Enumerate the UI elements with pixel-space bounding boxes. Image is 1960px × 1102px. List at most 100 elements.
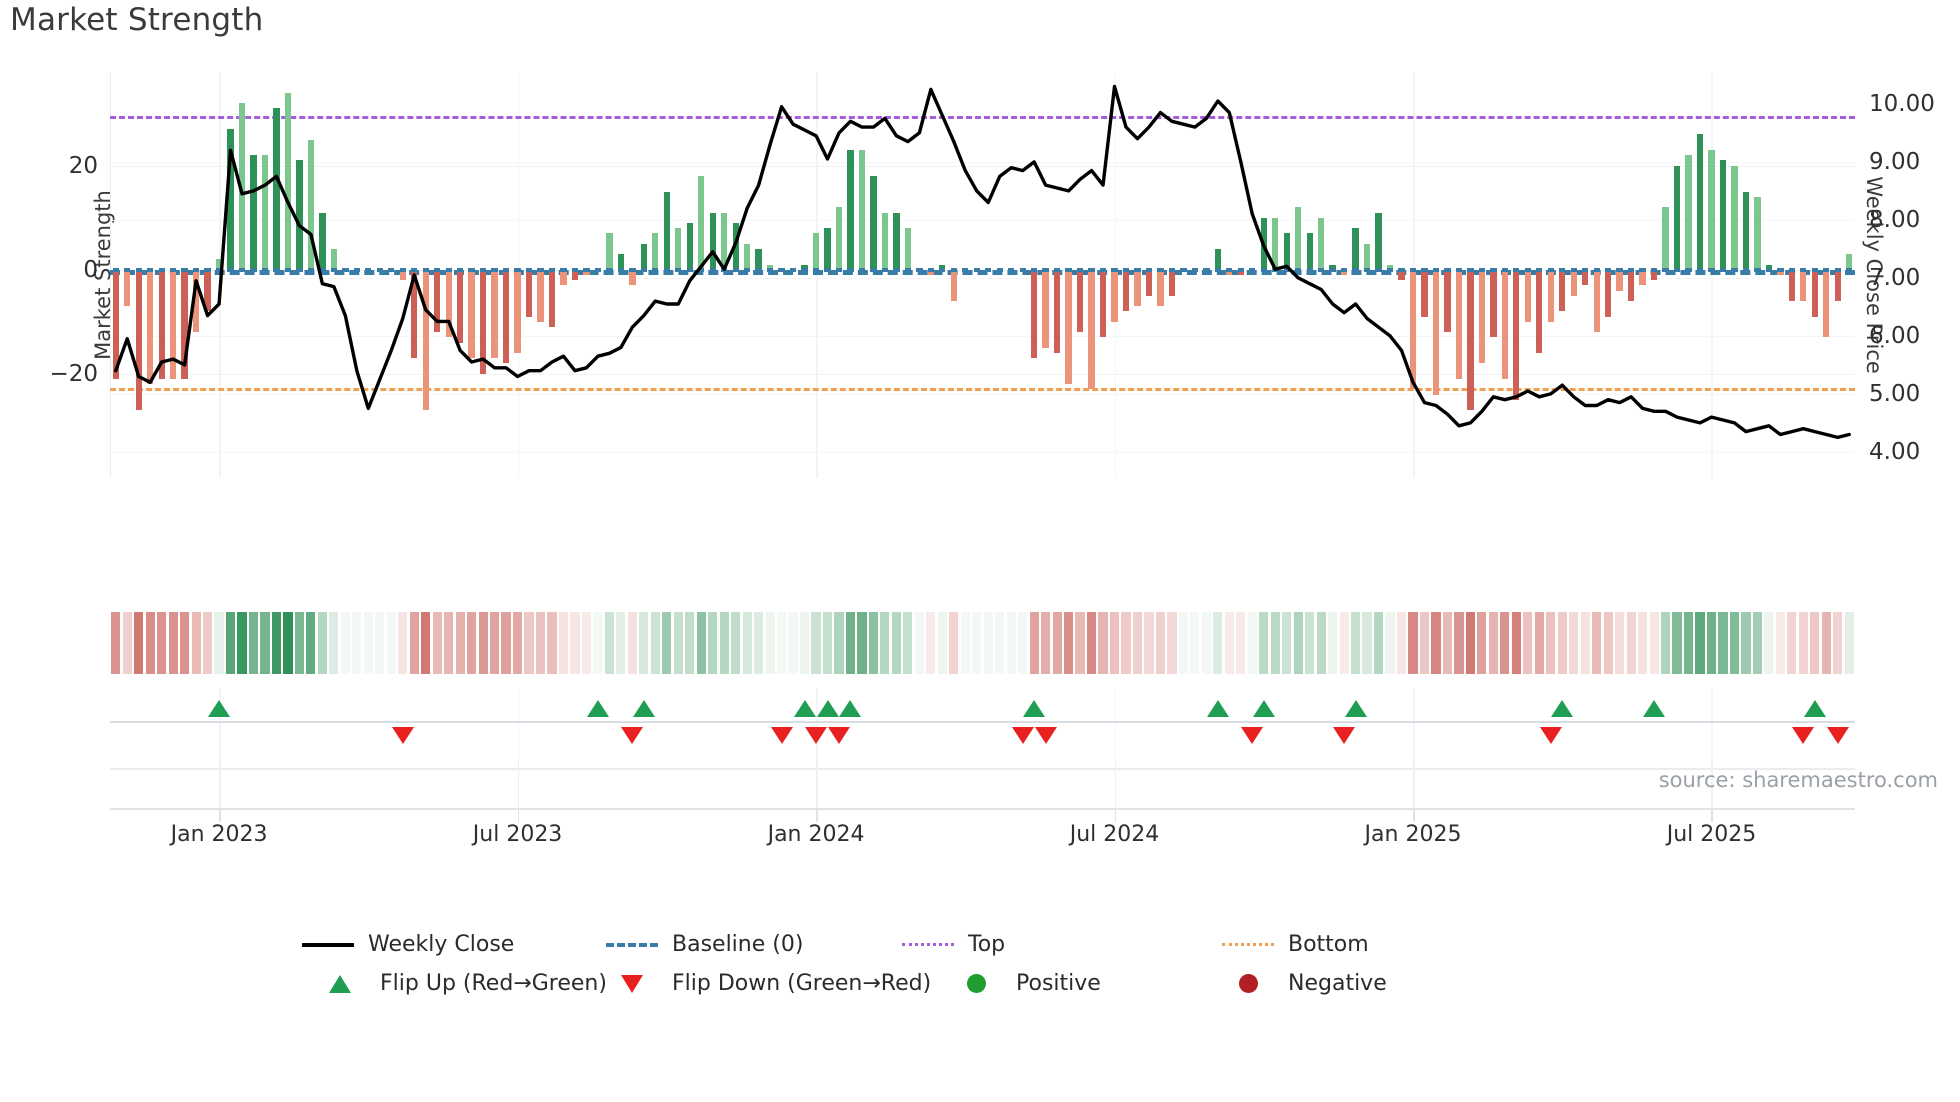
bar-negative: [158, 269, 165, 380]
flip-down-marker[interactable]: [1792, 727, 1815, 744]
chart-legend: Weekly Close Baseline (0) Top Bottom Fli…: [300, 925, 1660, 1003]
bar-baseline-cap: [434, 267, 441, 272]
bar-negative: [1421, 269, 1428, 317]
heatmap-cell: [1167, 612, 1177, 674]
page-title: Market Strength: [10, 2, 264, 38]
legend-item-positive[interactable]: Positive: [948, 964, 1101, 1003]
bar-baseline-cap: [1226, 267, 1233, 272]
flip-down-marker[interactable]: [1826, 727, 1849, 744]
bar-baseline-cap: [675, 267, 682, 272]
bar-positive: [1765, 264, 1773, 270]
bar-zero: [962, 267, 969, 272]
bar-negative: [192, 269, 200, 333]
heatmap-cell: [845, 612, 856, 674]
bar-positive: [307, 139, 315, 270]
bar-negative: [204, 269, 211, 312]
flip-up-marker[interactable]: [839, 700, 862, 717]
right-tick-label: 5.00: [1869, 380, 1921, 407]
bar-baseline-cap: [112, 267, 119, 272]
heatmap-cell: [1190, 612, 1200, 674]
flip-up-marker[interactable]: [632, 700, 655, 717]
bottom-axis-panel: [110, 760, 1855, 812]
heatmap-cell: [1385, 612, 1395, 674]
axis-rule: [110, 808, 1855, 810]
bar-zero: [353, 267, 360, 272]
flip-up-marker[interactable]: [1643, 700, 1666, 717]
flip-down-marker[interactable]: [1034, 727, 1057, 744]
flip-up-marker[interactable]: [1252, 700, 1275, 717]
bar-baseline-cap: [1627, 267, 1635, 272]
heatmap-cell: [1132, 612, 1143, 674]
heatmap-cell: [1534, 612, 1544, 674]
bar-baseline-cap: [560, 267, 567, 272]
bar-baseline-cap: [1088, 267, 1095, 272]
flip-up-marker[interactable]: [1803, 700, 1826, 717]
bar-negative: [629, 269, 636, 286]
bar-baseline-cap: [1053, 267, 1061, 272]
heatmap-cell: [489, 612, 500, 674]
legend-item-top[interactable]: Top: [900, 925, 1005, 964]
bar-baseline-cap: [250, 267, 257, 272]
flip-down-marker[interactable]: [1333, 727, 1356, 744]
x-tick-mark: [1413, 808, 1415, 822]
bar-baseline-cap: [296, 267, 303, 272]
legend-item-weekly-close[interactable]: Weekly Close: [300, 925, 514, 964]
bar-negative: [1582, 269, 1589, 286]
bar-negative: [1536, 269, 1543, 354]
heatmap-cell: [799, 612, 810, 674]
bar-negative: [950, 269, 957, 301]
vertical-gridline: [816, 760, 818, 812]
bar-positive: [1708, 150, 1715, 270]
flip-up-marker[interactable]: [793, 700, 816, 717]
bar-baseline-cap: [1386, 267, 1394, 272]
bar-positive: [812, 233, 820, 270]
bar-negative: [1467, 269, 1474, 411]
bar-baseline-cap: [1788, 267, 1795, 272]
bar-baseline-cap: [1754, 267, 1761, 272]
bar-baseline-cap: [824, 267, 831, 272]
heatmap-cell: [1098, 612, 1108, 674]
legend-item-baseline[interactable]: Baseline (0): [604, 925, 803, 964]
heatmap-cell: [1029, 612, 1039, 674]
flip-up-marker[interactable]: [586, 700, 609, 717]
bar-zero: [1191, 267, 1199, 272]
bar-zero: [594, 267, 602, 272]
bar-positive: [1306, 233, 1313, 270]
flip-up-marker[interactable]: [1344, 700, 1367, 717]
flip-up-marker[interactable]: [208, 700, 231, 717]
heatmap-cell: [1351, 612, 1361, 674]
flip-down-marker[interactable]: [1539, 727, 1562, 744]
bar-negative: [1398, 269, 1405, 281]
bar-baseline-cap: [158, 267, 165, 272]
legend-item-flip-down[interactable]: Flip Down (Green→Red): [604, 964, 931, 1003]
flip-up-marker[interactable]: [816, 700, 839, 717]
bar-negative: [502, 269, 510, 364]
flip-down-marker[interactable]: [1011, 727, 1034, 744]
legend-item-flip-up[interactable]: Flip Up (Red→Green): [312, 964, 607, 1003]
gridline: [110, 165, 1855, 167]
heatmap-cell: [512, 612, 523, 674]
flip-down-marker[interactable]: [1241, 727, 1264, 744]
heatmap-cell: [180, 612, 190, 674]
bar-zero: [376, 267, 383, 272]
flip-down-marker[interactable]: [391, 727, 414, 744]
flip-down-marker[interactable]: [621, 727, 644, 744]
flip-down-marker[interactable]: [805, 727, 828, 744]
heatmap-cell: [891, 612, 901, 674]
flip-up-marker[interactable]: [1023, 700, 1046, 717]
heatmap-cell: [696, 612, 706, 674]
bar-zero: [996, 267, 1003, 272]
flip-up-marker[interactable]: [1206, 700, 1229, 717]
bar-baseline-cap: [927, 267, 934, 272]
heatmap-cell: [294, 612, 304, 674]
bar-baseline-cap: [881, 267, 889, 272]
flip-down-marker[interactable]: [827, 727, 850, 744]
legend-item-negative[interactable]: Negative: [1220, 964, 1387, 1003]
flip-up-marker[interactable]: [1551, 700, 1574, 717]
bar-baseline-cap: [1444, 267, 1451, 272]
bar-negative: [181, 269, 188, 380]
bar-negative: [1226, 269, 1233, 275]
flip-down-marker[interactable]: [770, 727, 793, 744]
bar-negative: [147, 269, 154, 385]
legend-item-bottom[interactable]: Bottom: [1220, 925, 1369, 964]
